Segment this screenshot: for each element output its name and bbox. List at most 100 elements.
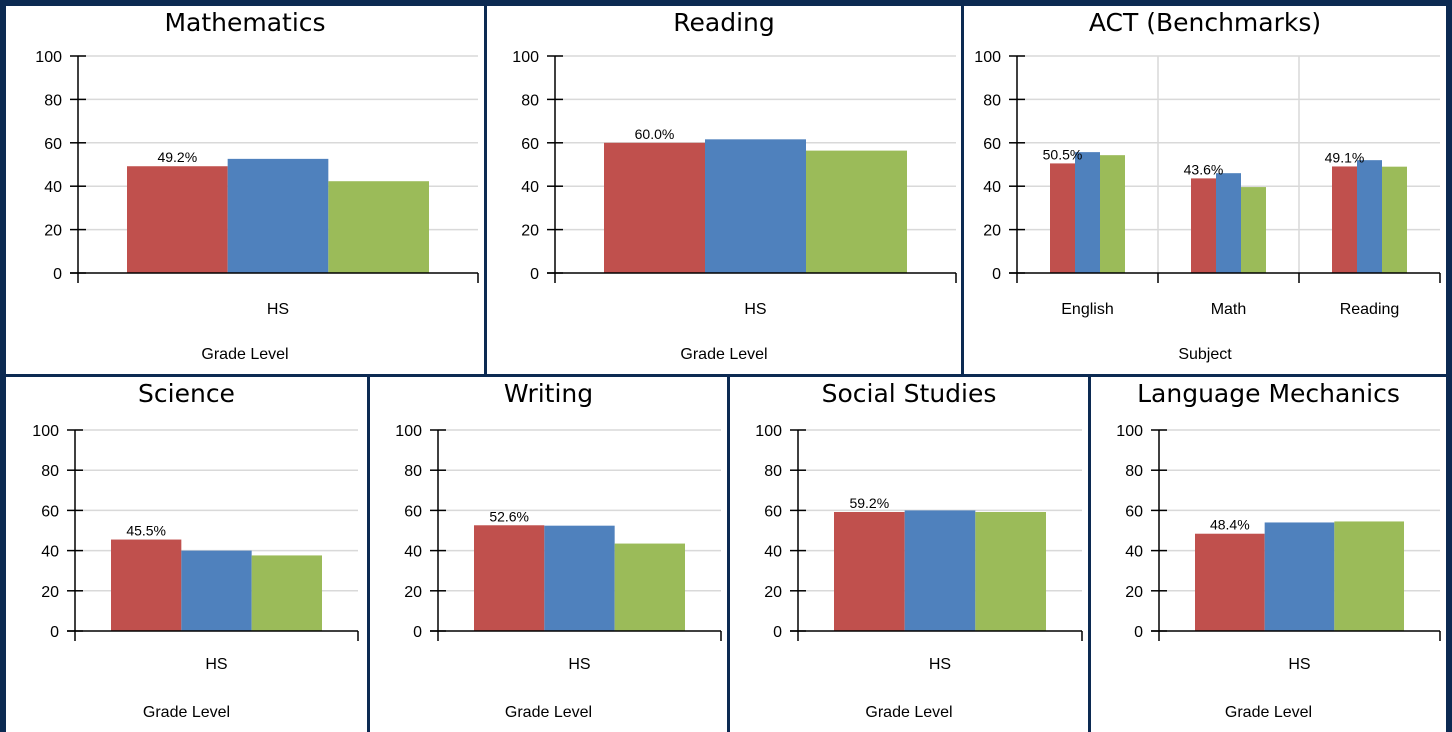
bar-2 [227,158,329,273]
y-tick-label: 20 [983,223,1001,240]
y-tick-label: 80 [521,92,539,109]
bar-3 [328,181,429,273]
y-tick-label: 40 [41,544,59,561]
y-tick-label: 60 [44,136,62,153]
bar-chart-plot: 49.2% HS 0 20 40 60 80 100 [35,49,479,318]
y-tick-label: 0 [773,624,782,641]
y-tick-label: 80 [44,92,62,109]
bar-2 [1216,173,1241,273]
y-tick-label: 0 [53,266,62,283]
x-axis-label: Grade Level [1224,704,1313,721]
y-tick-label: 40 [44,179,62,196]
data-label: 48.4% [1210,517,1250,533]
y-tick-label: 80 [404,463,422,480]
y-tick-label: 40 [983,179,1001,196]
bar-2 [1357,160,1382,273]
x-axis-label: Grade Level [680,346,768,363]
bar-1 [1195,533,1265,631]
y-tick-label: 20 [1125,584,1143,601]
category-label: HS [744,301,766,318]
category-label: HS [267,301,289,318]
x-axis-label: Grade Level [201,346,289,363]
act-benchmarks-chart-panel: ACT (Benchmarks) 50.5% English 43.6% Math 49… [964,6,1446,374]
data-label: 49.2% [157,149,197,165]
chart-title: Language Mechanics [1137,379,1400,408]
bar-3 [1334,521,1404,631]
category-label: HS [1288,656,1310,673]
y-tick-label: 100 [35,49,62,66]
y-tick-label: 100 [32,423,59,440]
bar-2 [181,550,252,631]
bar-2 [904,510,976,631]
bar-chart-plot: 48.4% HS 0 20 40 60 80 100 [1116,423,1441,673]
y-tick-label: 0 [530,266,539,283]
bar-2 [705,139,806,273]
bar-3 [614,543,685,631]
y-tick-label: 100 [512,49,539,66]
bar-1 [1050,163,1075,273]
bar-chart-plot: 50.5% English 43.6% Math 49.1% Reading 0 20 40 60… [974,49,1441,318]
bar-1 [474,525,545,631]
chart-title: ACT (Benchmarks) [1088,8,1322,37]
reading-chart-panel: Reading 60.0% HS 0 20 40 60 80 100 Grade Level [487,6,961,374]
y-tick-label: 20 [764,584,782,601]
y-tick-label: 0 [50,624,59,641]
bar-1 [834,512,905,631]
y-tick-label: 40 [521,179,539,196]
y-tick-label: 60 [41,503,59,520]
bar-1 [1332,166,1357,273]
x-axis-label: Grade Level [142,704,231,721]
bar-2 [544,525,615,631]
data-label: 49.1% [1325,149,1365,165]
y-tick-label: 60 [521,136,539,153]
y-tick-label: 80 [41,463,59,480]
bar-chart-plot: 52.6% HS 0 20 40 60 80 100 [395,423,722,673]
y-tick-label: 40 [764,544,782,561]
data-label: 60.0% [635,126,675,142]
y-tick-label: 20 [521,223,539,240]
x-axis-label: Grade Level [865,704,953,721]
chart-title: Social Studies [821,379,997,408]
writing-chart-panel: Writing 52.6% HS 0 20 40 60 80 100 Grade Level [370,377,727,732]
y-tick-label: 60 [1125,503,1143,520]
chart-title: Mathematics [164,8,326,37]
y-tick-label: 80 [764,463,782,480]
category-label: English [1061,301,1113,318]
y-tick-label: 40 [1125,544,1143,561]
data-label: 52.6% [489,508,529,524]
y-tick-label: 40 [404,544,422,561]
social-studies-chart-panel: Social Studies 59.2% HS 0 20 40 60 80 100 Grade… [730,377,1088,732]
y-tick-label: 60 [983,136,1001,153]
bar-1 [111,539,182,631]
science-chart-panel: Science 45.5% HS 0 20 40 60 80 100 Grade Level [6,377,367,732]
bar-3 [251,555,322,631]
bar-3 [1382,166,1407,273]
y-tick-label: 100 [1116,423,1143,440]
bar-3 [1100,155,1125,273]
data-label: 45.5% [126,523,166,539]
bar-1 [1191,178,1216,273]
data-label: 50.5% [1043,146,1083,162]
bar-1 [127,166,228,273]
y-tick-label: 80 [1125,463,1143,480]
chart-title: Reading [673,8,775,37]
y-tick-label: 0 [413,624,422,641]
category-label: Reading [1340,301,1400,318]
y-tick-label: 80 [983,92,1001,109]
bar-2 [1075,152,1100,273]
bar-1 [604,142,705,273]
y-tick-label: 0 [992,266,1001,283]
data-label: 59.2% [849,495,889,511]
x-axis-label: Subject [1178,346,1232,363]
y-tick-label: 20 [404,584,422,601]
category-label: Math [1211,301,1247,318]
bar-chart-plot: 45.5% HS 0 20 40 60 80 100 [32,423,359,673]
data-label: 43.6% [1184,161,1224,177]
chart-title: Science [138,379,235,408]
mathematics-chart-panel: Mathematics 49.2% HS 0 20 40 60 80 100 Grade Le… [6,6,484,374]
y-tick-label: 20 [41,584,59,601]
y-tick-label: 60 [764,503,782,520]
category-label: HS [929,656,951,673]
category-label: HS [205,656,227,673]
chart-title: Writing [503,379,594,408]
